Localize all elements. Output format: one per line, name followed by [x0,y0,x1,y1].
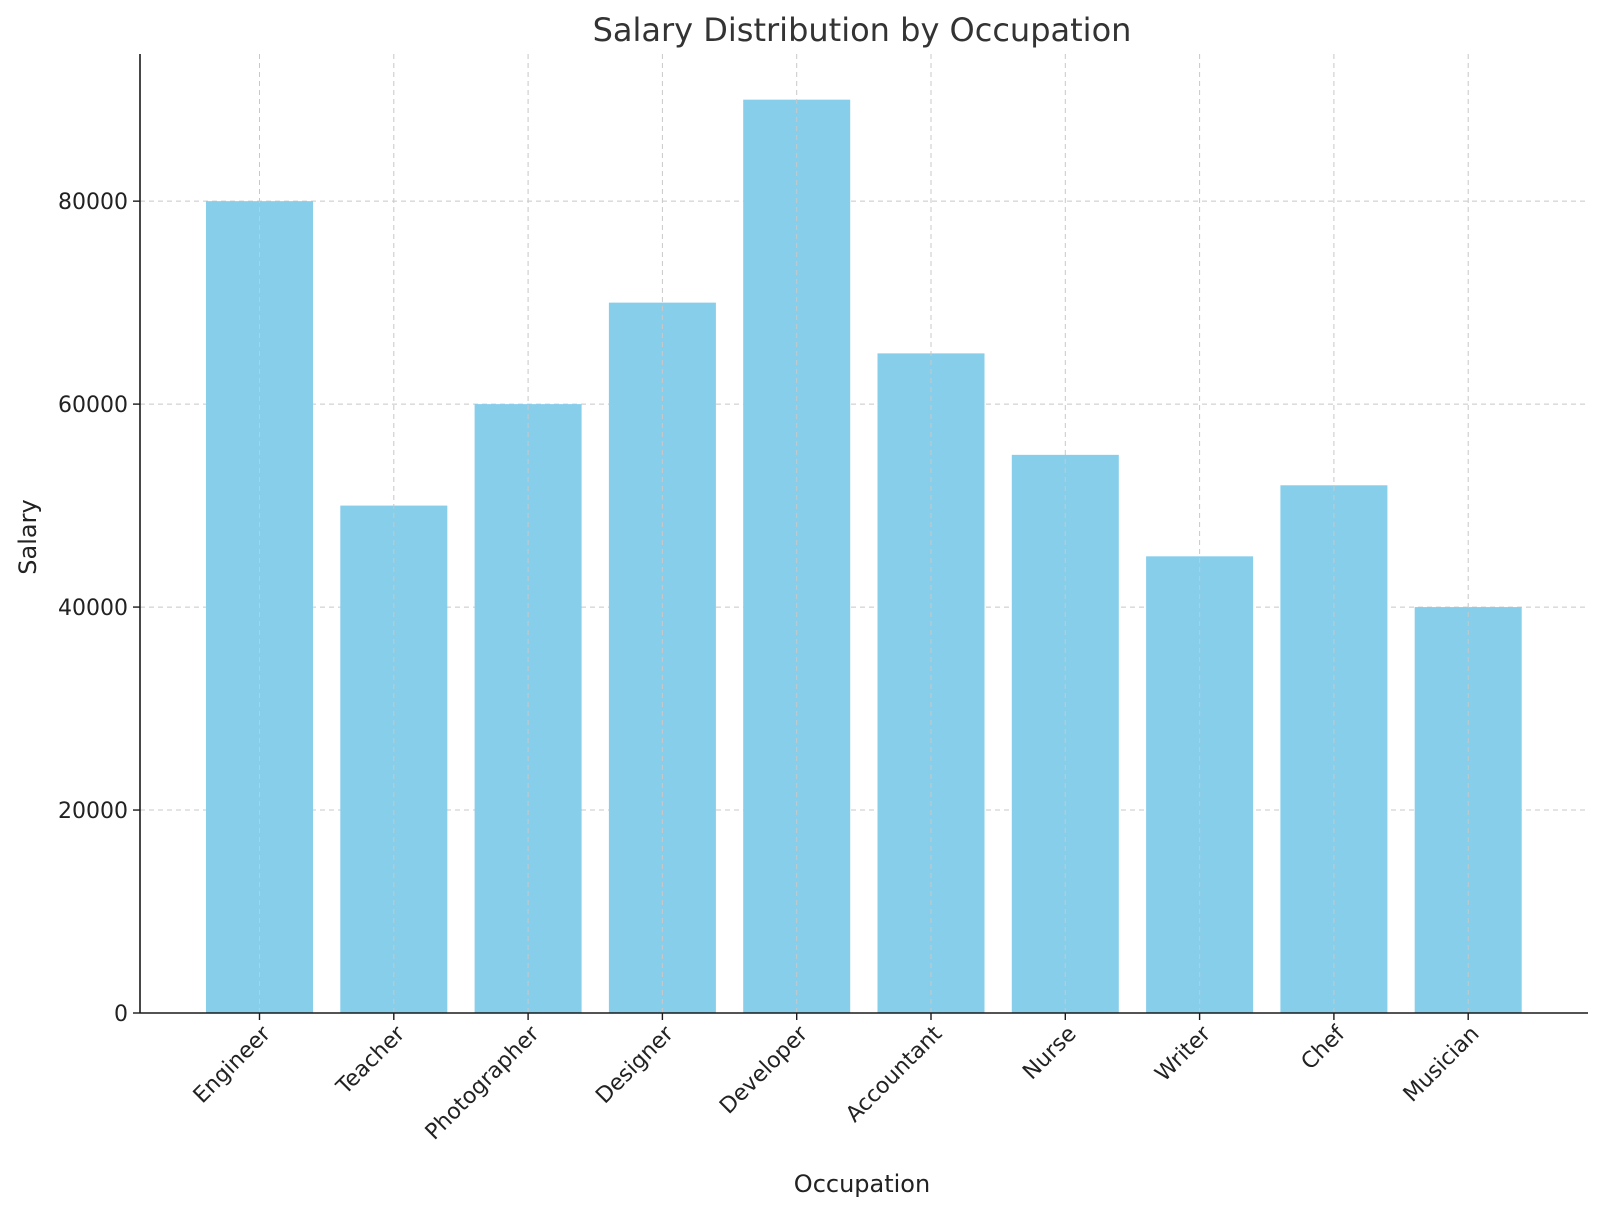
x-tick-label-musician: Musician [1399,1022,1485,1108]
x-axis-label: Occupation [794,1170,930,1198]
bar-developer [743,99,851,1013]
axes [133,54,1588,1020]
y-tick-label: 40000 [58,596,128,621]
chart-title: Salary Distribution by Occupation [593,11,1132,49]
x-tick-label-teacher: Teacher [331,1021,410,1100]
y-tick-label: 60000 [58,393,128,418]
y-axis-label: Salary [14,499,42,574]
x-tick-label-nurse: Nurse [1018,1022,1081,1085]
x-tick-label-accountant: Accountant [841,1021,947,1127]
x-tick-label-engineer: Engineer [189,1021,277,1109]
y-tick-label: 80000 [58,190,128,215]
bars [206,54,1522,1014]
x-tick-label-designer: Designer [591,1021,679,1109]
x-tick-label-chef: Chef [1297,1021,1351,1075]
y-tick-label: 20000 [58,799,128,824]
x-tick-label-photographer: Photographer [421,1021,545,1145]
x-tick-label-developer: Developer [715,1021,813,1119]
y-tick-label: 0 [114,1002,128,1027]
x-tick-label-writer: Writer [1151,1021,1217,1087]
